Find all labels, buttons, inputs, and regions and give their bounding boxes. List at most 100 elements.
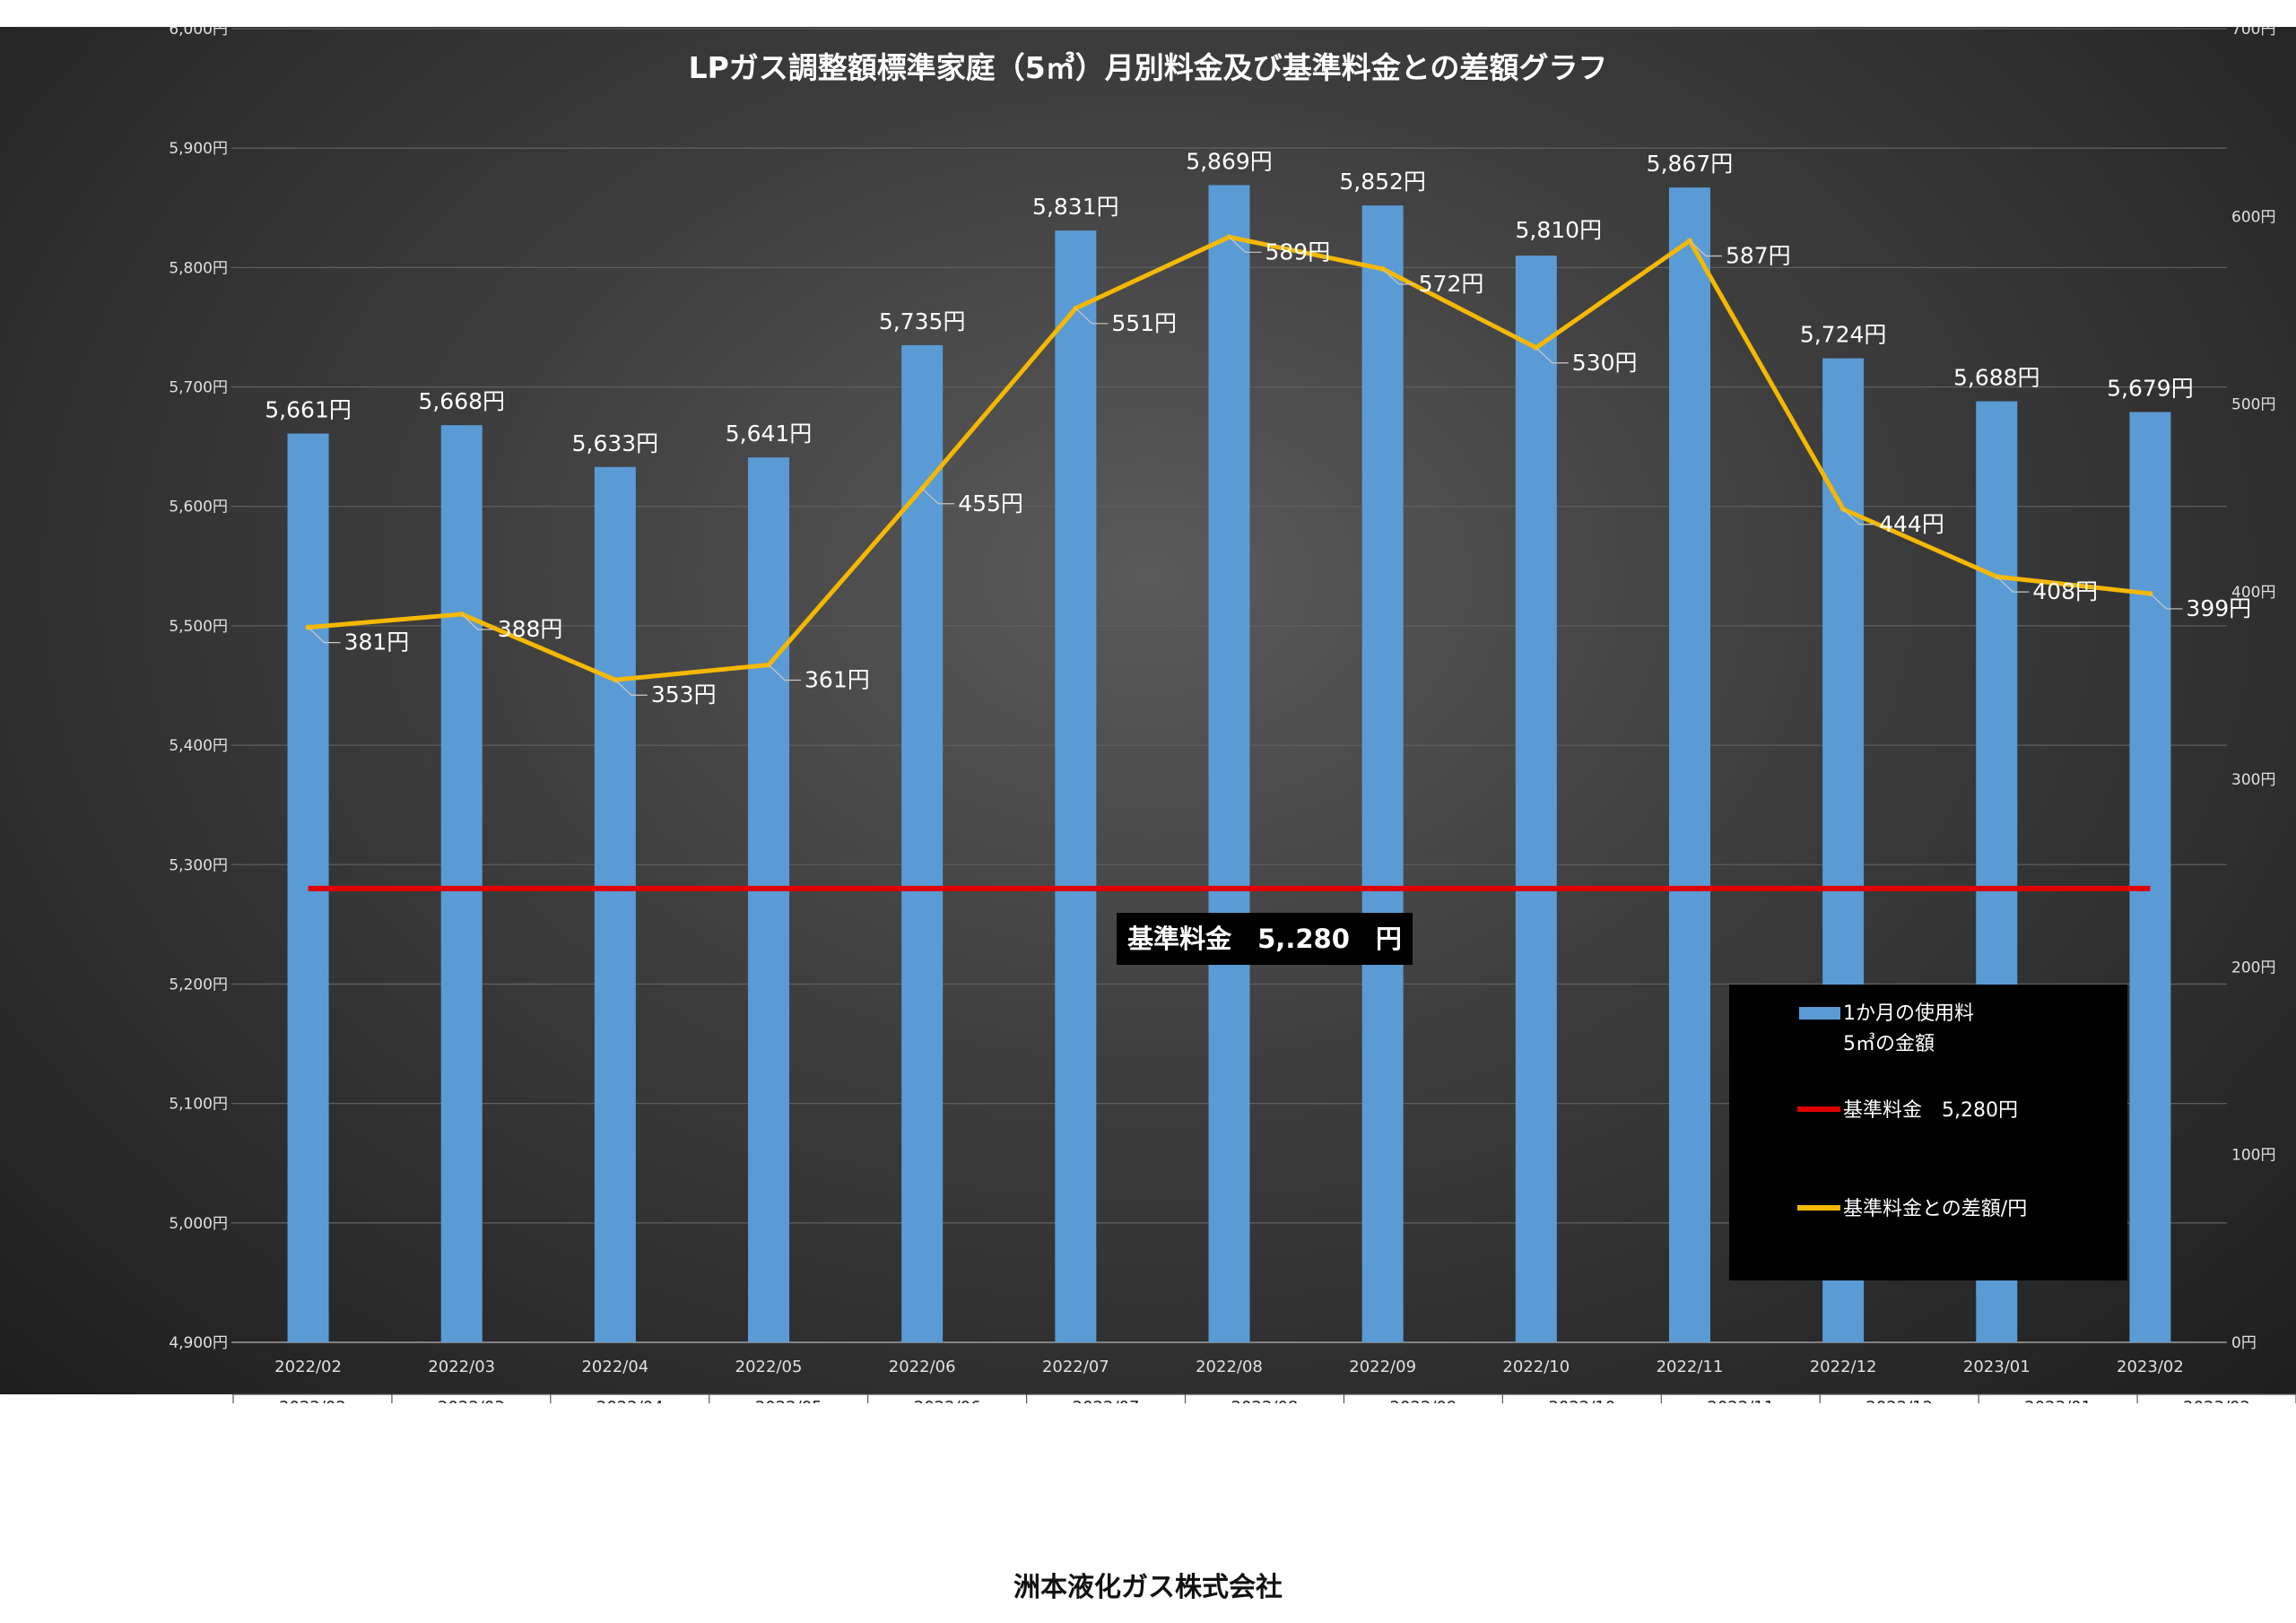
bar-data-label: 5,724円 xyxy=(1800,322,1887,348)
x-tick-label: 2022/12 xyxy=(1810,1358,1877,1376)
bar xyxy=(1668,187,1710,1342)
x-tick-label: 2022/05 xyxy=(735,1358,803,1376)
y-left-tick-label: 5,100円 xyxy=(169,1096,228,1114)
label-leader-line xyxy=(1996,576,2030,593)
label-leader-line xyxy=(2150,593,2183,610)
chart-title: LPガス調整額標準家庭（5㎥）月別料金及び基準料金との差額グラフ xyxy=(689,50,1608,85)
legend-label-2: 5㎥の金額 xyxy=(1843,1032,1935,1055)
bar xyxy=(1208,185,1250,1343)
label-leader-line xyxy=(1842,508,1876,525)
table-header-cell: 2022/03 xyxy=(438,1398,505,1403)
difference-data-label: 361円 xyxy=(804,666,870,692)
y-left-tick-label: 5,500円 xyxy=(169,618,228,636)
table-header-cell: 2022/05 xyxy=(755,1398,822,1403)
bar-data-label: 5,831円 xyxy=(1032,194,1119,220)
table-header-cell: 2022/11 xyxy=(1707,1398,1774,1403)
bar-data-label: 5,679円 xyxy=(2107,376,2194,402)
x-tick-label: 2022/10 xyxy=(1502,1358,1570,1376)
legend-label: 1か月の使用料 xyxy=(1843,1002,1974,1025)
bar xyxy=(440,425,483,1342)
y-right-tick-label: 300円 xyxy=(2231,771,2275,789)
annotation-text: 基準料金 5,.280 円 xyxy=(1127,924,1402,954)
bar-data-label: 5,633円 xyxy=(572,430,659,456)
y-right-tick-label: 700円 xyxy=(2231,27,2275,39)
difference-data-label: 572円 xyxy=(1419,271,1484,297)
table-header-cell: 2022/04 xyxy=(596,1398,664,1403)
y-right-tick-label: 0円 xyxy=(2231,1334,2257,1352)
bar-data-label: 5,661円 xyxy=(265,396,352,422)
label-leader-line xyxy=(1074,308,1109,325)
y-left-tick-label: 4,900円 xyxy=(169,1334,228,1352)
y-left-tick-label: 5,600円 xyxy=(169,499,228,516)
y-right-tick-label: 400円 xyxy=(2231,584,2275,602)
y-left-tick-label: 5,200円 xyxy=(169,976,228,994)
difference-data-label: 408円 xyxy=(2032,578,2098,604)
y-left-tick-label: 5,400円 xyxy=(169,737,228,755)
difference-data-label: 587円 xyxy=(1726,242,1791,268)
table-header-cell: 2023/01 xyxy=(2024,1398,2092,1403)
x-tick-label: 2023/02 xyxy=(2117,1358,2184,1376)
y-left-tick-label: 6,000円 xyxy=(169,27,228,39)
legend-label: 基準料金との差額/円 xyxy=(1843,1198,2027,1220)
x-tick-label: 2022/06 xyxy=(889,1358,956,1376)
bar-data-label: 5,869円 xyxy=(1186,148,1273,174)
bar-data-label: 5,641円 xyxy=(726,421,813,447)
bar-data-label: 5,735円 xyxy=(879,308,966,334)
y-left-tick-label: 5,900円 xyxy=(169,140,228,158)
label-leader-line xyxy=(1382,268,1415,285)
legend-label: 基準料金 5,280円 xyxy=(1843,1099,2018,1122)
difference-data-label: 589円 xyxy=(1265,239,1331,265)
bar xyxy=(1055,230,1097,1342)
difference-data-label: 388円 xyxy=(498,616,563,642)
table-header-cell: 2022/12 xyxy=(1866,1398,1933,1403)
bar-data-label: 5,810円 xyxy=(1516,217,1603,243)
y-right-tick-label: 100円 xyxy=(2231,1147,2275,1165)
difference-data-label: 399円 xyxy=(2186,595,2251,621)
legend-swatch-bar xyxy=(1799,1007,1840,1020)
difference-data-label: 353円 xyxy=(651,681,717,707)
chart-area: 6,000円 5,900円 5,800円 5,700円 5,600円 5,500円 5,40… xyxy=(0,21,2296,1541)
table-header-cell: 2022/09 xyxy=(1390,1398,1457,1403)
label-leader-line xyxy=(1689,240,1722,257)
y-left-tick-label: 5,800円 xyxy=(169,259,228,277)
label-leader-line xyxy=(1535,347,1569,364)
chart-svg: 6,000円 5,900円 5,800円 5,700円 5,600円 5,500円 5,40… xyxy=(0,21,2296,1541)
bar xyxy=(594,466,636,1342)
table-header-cell: 2023/02 xyxy=(2183,1398,2250,1403)
table-header-cell: 2022/08 xyxy=(1231,1398,1299,1403)
difference-data-label: 551円 xyxy=(1111,310,1177,336)
difference-data-label: 444円 xyxy=(1879,511,1944,537)
label-leader-line xyxy=(461,613,494,630)
x-tick-label: 2022/02 xyxy=(274,1358,342,1376)
bar xyxy=(1361,205,1404,1342)
difference-data-label: 455円 xyxy=(958,490,1023,516)
y-right-tick-label: 500円 xyxy=(2231,396,2275,414)
data-table: 2022/02 2022/03 2022/04 2022/05 2022/06 2022/… xyxy=(0,1393,2296,1541)
label-leader-line xyxy=(768,664,802,681)
y-right-tick-label: 200円 xyxy=(2231,959,2275,976)
table-header-cell: 2022/02 xyxy=(279,1398,346,1403)
bar xyxy=(901,344,944,1342)
table-header-cell: 2022/07 xyxy=(1073,1398,1140,1403)
bar xyxy=(1515,256,1557,1343)
label-leader-line xyxy=(921,488,955,505)
bar-data-label: 5,688円 xyxy=(1953,365,2040,391)
x-tick-label: 2022/07 xyxy=(1042,1358,1109,1376)
bar-data-label: 5,867円 xyxy=(1647,151,1734,177)
label-leader-line xyxy=(308,627,341,644)
x-tick-label: 2022/08 xyxy=(1196,1358,1263,1376)
table-header-cell: 2022/06 xyxy=(914,1398,981,1403)
bar-data-label: 5,668円 xyxy=(418,388,505,414)
difference-data-label: 381円 xyxy=(344,629,410,655)
y-left-tick-label: 5,000円 xyxy=(169,1215,228,1233)
y-left-tick-label: 5,700円 xyxy=(169,379,228,397)
x-tick-label: 2022/03 xyxy=(428,1358,495,1376)
legend-box xyxy=(1729,985,2127,1280)
x-tick-label: 2022/11 xyxy=(1657,1358,1724,1376)
difference-data-label: 530円 xyxy=(1572,350,1638,376)
bar xyxy=(2129,412,2171,1342)
x-tick-label: 2023/01 xyxy=(1963,1358,2031,1376)
y-left-tick-label: 5,300円 xyxy=(169,856,228,874)
annotation-box xyxy=(1117,913,1413,965)
